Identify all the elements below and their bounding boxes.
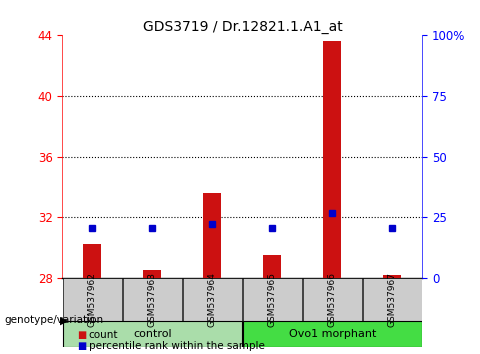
Title: GDS3719 / Dr.12821.1.A1_at: GDS3719 / Dr.12821.1.A1_at	[143, 21, 342, 34]
Bar	[243, 278, 302, 321]
Text: control: control	[133, 329, 172, 339]
Text: genotype/variation: genotype/variation	[5, 315, 104, 325]
Text: percentile rank within the sample: percentile rank within the sample	[89, 341, 264, 351]
Bar	[63, 278, 122, 321]
Bar	[183, 278, 242, 321]
Bar	[324, 41, 341, 278]
Text: ■: ■	[77, 330, 86, 339]
Bar	[204, 193, 221, 278]
Text: ▶: ▶	[60, 315, 69, 325]
Text: GSM537965: GSM537965	[268, 272, 277, 327]
Bar	[363, 278, 422, 321]
Text: ■: ■	[77, 341, 86, 351]
Text: GSM537963: GSM537963	[148, 272, 157, 327]
Text: Ovo1 morphant: Ovo1 morphant	[288, 329, 376, 339]
Bar	[264, 255, 281, 278]
Text: count: count	[89, 330, 118, 339]
Text: GSM537966: GSM537966	[328, 272, 337, 327]
Bar	[303, 278, 362, 321]
Text: GSM537967: GSM537967	[388, 272, 397, 327]
Bar	[84, 244, 101, 278]
Text: GSM537962: GSM537962	[88, 272, 97, 327]
Bar	[144, 270, 161, 278]
Bar	[123, 278, 182, 321]
Bar	[243, 321, 422, 347]
Text: GSM537964: GSM537964	[208, 272, 217, 327]
Bar	[384, 275, 401, 278]
Bar	[63, 321, 242, 347]
